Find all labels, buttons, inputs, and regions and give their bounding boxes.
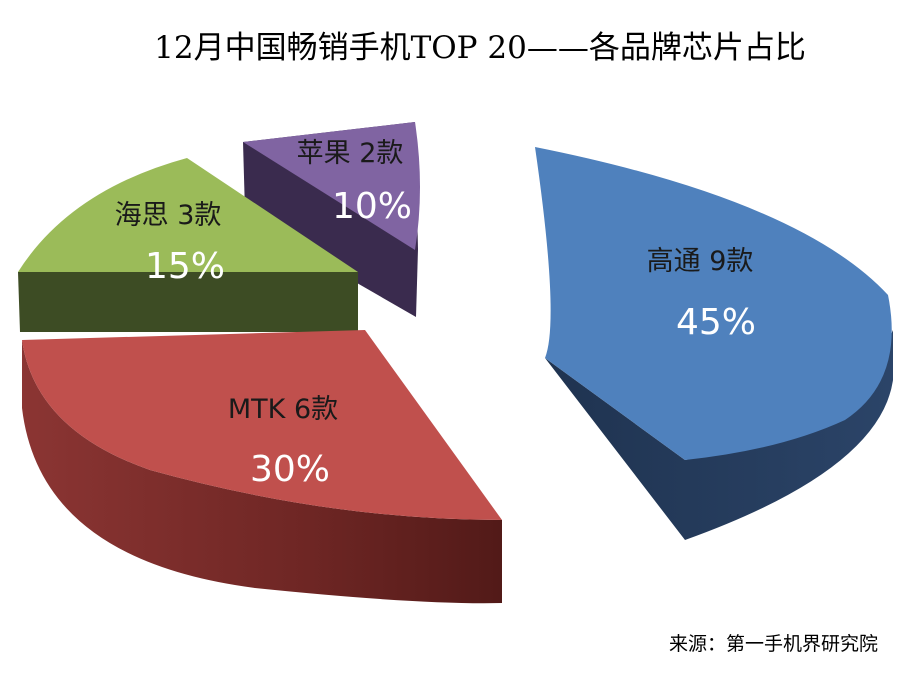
slice-label-hisilicon: 海思 3款 [115,200,222,231]
slice-label-qualcomm: 高通 9款 [647,246,754,277]
slice-hisilicon-side [18,272,358,332]
source-note: 来源：第一手机界研究院 [669,633,878,655]
chart-title: 12月中国畅销手机TOP 20——各品牌芯片占比 [154,30,806,66]
slice-qualcomm-top [535,147,892,460]
slice-apple-top [243,122,420,250]
slice-apple [243,122,420,317]
slice-hisilicon-top [18,158,358,272]
slice-mtk [22,330,502,604]
value-label-apple: 10% [332,186,412,227]
value-label-mtk: 30% [250,449,330,490]
slice-qualcomm-side [545,330,893,540]
value-label-hisilicon: 15% [145,246,225,287]
slice-qualcomm [535,147,893,540]
slice-label-mtk: MTK 6款 [228,394,338,425]
slice-label-apple: 苹果 2款 [297,138,404,169]
slice-mtk-top [22,330,502,520]
slice-hisilicon [18,158,358,332]
slice-mtk-side [22,340,502,604]
value-label-qualcomm: 45% [676,302,756,343]
